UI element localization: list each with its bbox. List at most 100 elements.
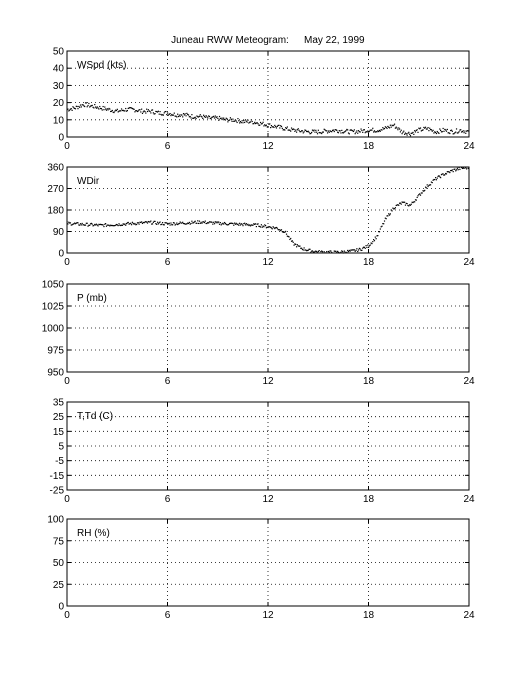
data-point bbox=[67, 223, 69, 225]
data-point bbox=[438, 132, 440, 134]
data-point bbox=[331, 129, 334, 131]
data-point bbox=[195, 222, 197, 224]
data-point bbox=[214, 221, 216, 223]
data-point bbox=[261, 123, 263, 125]
data-point bbox=[126, 109, 128, 112]
x-tick-label-temp: 12 bbox=[262, 494, 274, 505]
data-point bbox=[162, 114, 165, 116]
data-point bbox=[418, 127, 420, 129]
data-point bbox=[364, 247, 366, 249]
data-point bbox=[371, 129, 373, 131]
data-point bbox=[345, 130, 347, 132]
data-point bbox=[451, 169, 453, 171]
data-point bbox=[454, 168, 456, 170]
data-point bbox=[223, 117, 225, 119]
data-point bbox=[243, 119, 245, 122]
data-point bbox=[315, 250, 317, 252]
data-point bbox=[419, 127, 422, 129]
data-point bbox=[202, 221, 204, 223]
data-point bbox=[298, 129, 300, 131]
data-point bbox=[404, 133, 406, 135]
data-point bbox=[110, 110, 113, 112]
data-point bbox=[460, 166, 463, 169]
y-tick-label-wdir: 180 bbox=[47, 206, 64, 217]
data-point bbox=[132, 108, 134, 110]
data-point bbox=[142, 111, 144, 113]
data-point bbox=[213, 115, 215, 117]
data-point bbox=[217, 222, 219, 224]
data-point bbox=[280, 229, 283, 231]
data-point bbox=[346, 251, 348, 253]
data-point bbox=[247, 119, 249, 121]
data-point bbox=[357, 132, 359, 134]
data-point bbox=[383, 220, 386, 222]
data-point bbox=[232, 222, 234, 225]
data-point bbox=[447, 171, 449, 173]
data-point bbox=[163, 112, 165, 114]
data-point bbox=[251, 224, 253, 226]
data-point bbox=[68, 221, 70, 223]
data-point bbox=[349, 250, 351, 252]
data-point bbox=[250, 224, 252, 226]
data-point bbox=[348, 133, 350, 135]
data-point bbox=[94, 103, 96, 106]
data-point bbox=[136, 110, 138, 112]
data-point bbox=[117, 224, 119, 227]
data-point bbox=[407, 204, 409, 207]
data-point bbox=[129, 223, 131, 225]
data-point bbox=[427, 185, 429, 188]
data-point bbox=[394, 207, 396, 209]
data-point bbox=[289, 238, 291, 241]
data-point bbox=[145, 220, 147, 223]
data-point bbox=[318, 250, 320, 252]
data-point bbox=[238, 224, 240, 226]
data-point bbox=[384, 217, 386, 219]
data-point bbox=[103, 109, 105, 111]
data-point bbox=[246, 121, 248, 123]
panel-label-temp: T,Td (C) bbox=[77, 411, 113, 422]
x-tick-label-wspd: 6 bbox=[165, 141, 171, 152]
data-point bbox=[125, 107, 127, 110]
data-point bbox=[110, 224, 113, 227]
data-point bbox=[306, 250, 308, 252]
data-point bbox=[339, 130, 341, 132]
data-point bbox=[250, 119, 252, 121]
data-point bbox=[172, 114, 175, 116]
data-point bbox=[304, 249, 306, 251]
data-point bbox=[450, 129, 452, 132]
data-point bbox=[301, 130, 304, 132]
data-point bbox=[122, 109, 124, 111]
data-point bbox=[177, 223, 179, 226]
data-point bbox=[312, 251, 314, 253]
data-point bbox=[299, 245, 301, 247]
data-point bbox=[462, 130, 464, 132]
data-point bbox=[171, 113, 173, 116]
data-point bbox=[342, 251, 344, 253]
data-point bbox=[98, 223, 100, 225]
data-point bbox=[234, 222, 236, 224]
data-point bbox=[249, 121, 252, 123]
data-point bbox=[239, 122, 241, 124]
data-point bbox=[373, 240, 376, 242]
data-point bbox=[397, 204, 399, 206]
data-point bbox=[170, 222, 172, 224]
data-point bbox=[101, 109, 103, 111]
data-point bbox=[187, 113, 189, 116]
data-point bbox=[192, 117, 194, 119]
data-point bbox=[389, 124, 391, 126]
data-point bbox=[368, 131, 370, 133]
data-point bbox=[99, 223, 101, 226]
data-point bbox=[209, 117, 211, 120]
data-point bbox=[360, 249, 362, 252]
data-point bbox=[413, 201, 415, 203]
data-point bbox=[383, 128, 385, 130]
data-point bbox=[291, 128, 293, 131]
data-point bbox=[151, 223, 153, 225]
data-point bbox=[172, 114, 174, 116]
data-point bbox=[214, 115, 216, 117]
data-point bbox=[433, 178, 435, 181]
data-point bbox=[187, 222, 190, 225]
data-point bbox=[352, 130, 355, 133]
data-point bbox=[313, 251, 315, 253]
data-point bbox=[433, 132, 435, 134]
